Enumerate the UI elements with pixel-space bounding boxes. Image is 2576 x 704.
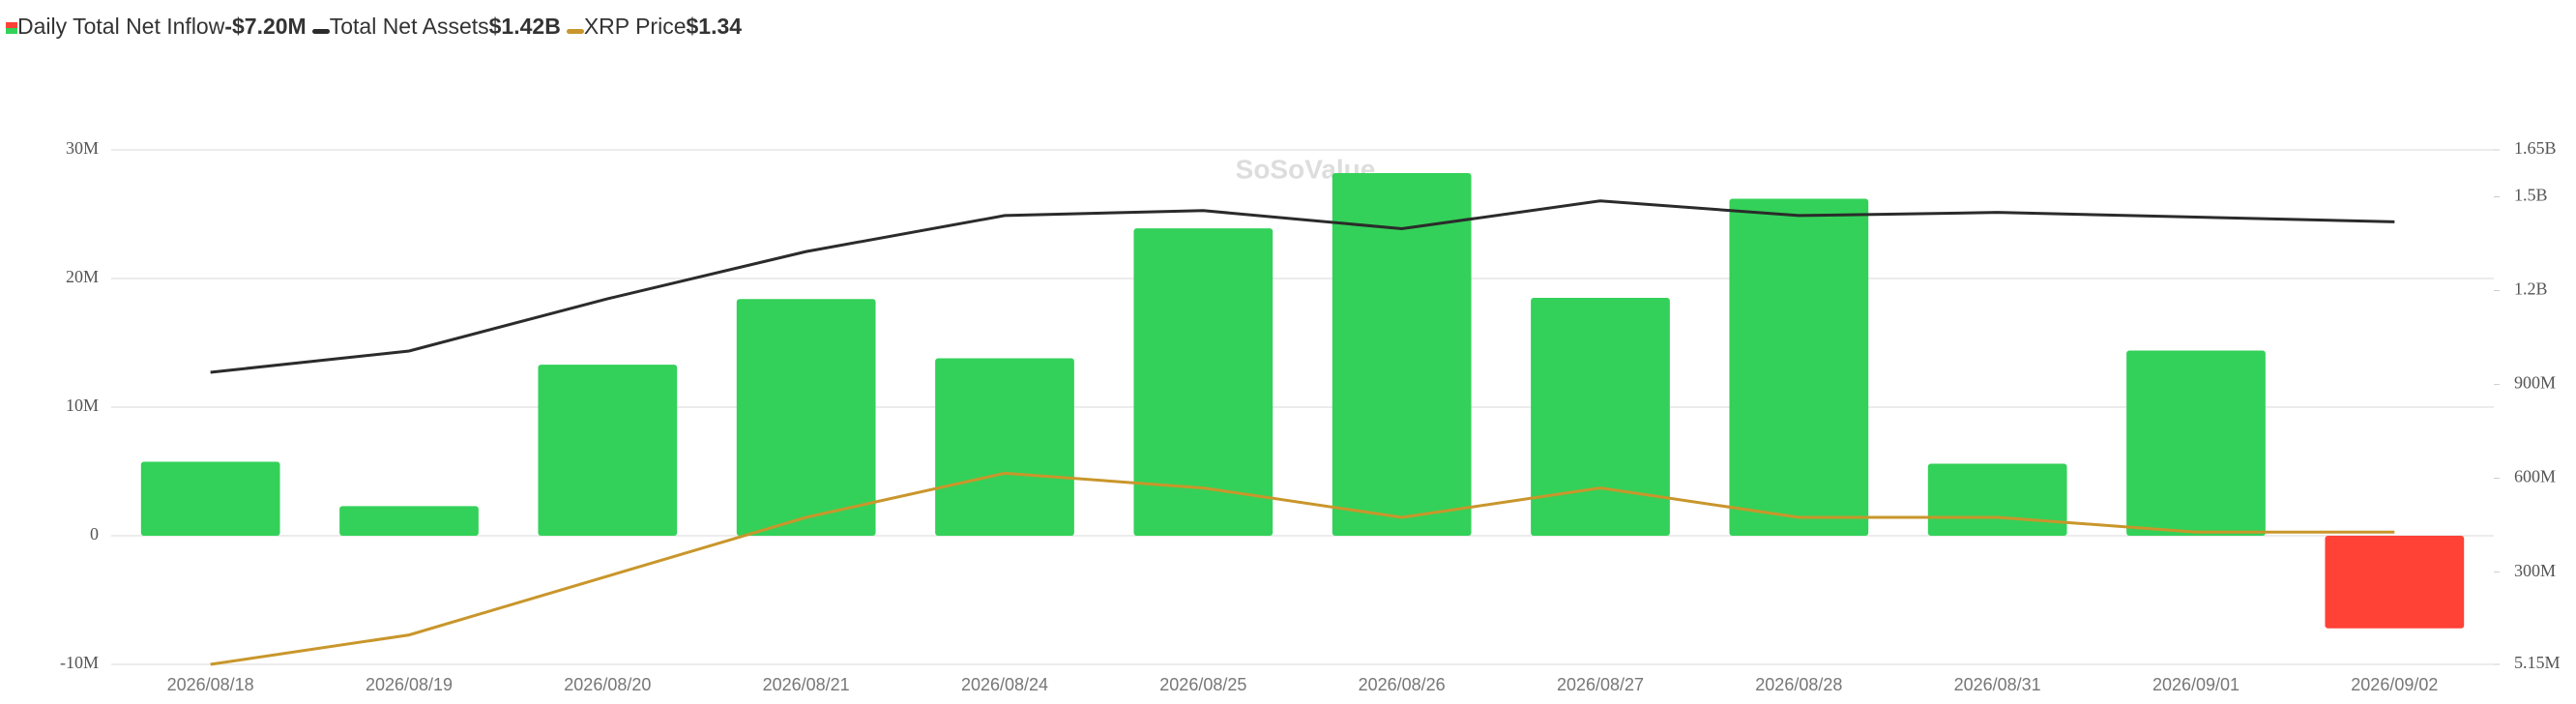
x-tick-label: 2026/08/25 bbox=[1159, 675, 1246, 694]
y-tick-label: -10M bbox=[60, 653, 99, 672]
bar bbox=[538, 365, 678, 536]
y-tick-label: 10M bbox=[66, 396, 99, 415]
bar bbox=[339, 506, 479, 536]
x-tick-label: 2026/08/28 bbox=[1755, 675, 1842, 694]
legend-item: Total Net Assets$1.42B bbox=[311, 14, 561, 40]
legend-label: XRP Price bbox=[583, 14, 687, 39]
x-tick-label: 2026/08/24 bbox=[961, 675, 1048, 694]
y2-tick-label: 1.2B bbox=[2514, 279, 2548, 299]
legend-swatch bbox=[566, 29, 584, 34]
y2-tick-label: 900M bbox=[2514, 373, 2556, 393]
y2-tick-label: 1.5B bbox=[2514, 186, 2548, 205]
legend-swatch bbox=[311, 29, 330, 34]
y2-tick-label: 600M bbox=[2514, 467, 2556, 486]
bar bbox=[935, 358, 1074, 536]
x-tick-label: 2026/08/21 bbox=[763, 675, 850, 694]
legend-label: Daily Total Net Inflow bbox=[17, 14, 225, 39]
line bbox=[210, 471, 2395, 666]
y-tick-label: 20M bbox=[66, 267, 99, 286]
legend-item: XRP Price$1.34 bbox=[566, 14, 743, 40]
bar bbox=[736, 299, 876, 536]
bar bbox=[1927, 463, 2067, 536]
x-tick-label: 2026/08/27 bbox=[1557, 675, 1644, 694]
y-tick-label: 0 bbox=[90, 524, 99, 543]
line bbox=[210, 199, 2395, 374]
legend-label: Total Net Assets bbox=[329, 14, 489, 39]
x-tick-label: 2026/08/19 bbox=[366, 675, 453, 694]
x-tick-label: 2026/08/18 bbox=[167, 675, 254, 694]
y-tick-label: 30M bbox=[66, 138, 99, 158]
bar bbox=[1531, 297, 1670, 536]
legend-swatch bbox=[6, 22, 17, 34]
legend: Daily Total Net Inflow-$7.20M Total Net A… bbox=[6, 14, 742, 40]
legend-value: $1.42B bbox=[488, 14, 561, 39]
bar bbox=[2126, 350, 2266, 536]
x-tick-label: 2026/08/20 bbox=[564, 675, 651, 694]
y2-tick-label: 5.15M bbox=[2514, 653, 2561, 672]
x-tick-label: 2026/08/31 bbox=[1954, 675, 2041, 694]
bar bbox=[140, 461, 280, 536]
legend-value: -$7.20M bbox=[224, 14, 307, 39]
x-tick-label: 2026/09/02 bbox=[2351, 675, 2438, 694]
y2-tick-label: 1.65B bbox=[2514, 138, 2557, 158]
bar bbox=[1729, 198, 1869, 537]
x-tick-label: 2026/08/26 bbox=[1359, 675, 1446, 694]
bar bbox=[1332, 172, 1472, 536]
x-tick-label: 2026/09/01 bbox=[2152, 675, 2239, 694]
y2-tick-label: 300M bbox=[2514, 561, 2556, 580]
legend-value: $1.34 bbox=[686, 14, 743, 39]
bar bbox=[1133, 228, 1273, 536]
bar bbox=[2325, 536, 2465, 629]
legend-item: Daily Total Net Inflow-$7.20M bbox=[6, 14, 307, 40]
